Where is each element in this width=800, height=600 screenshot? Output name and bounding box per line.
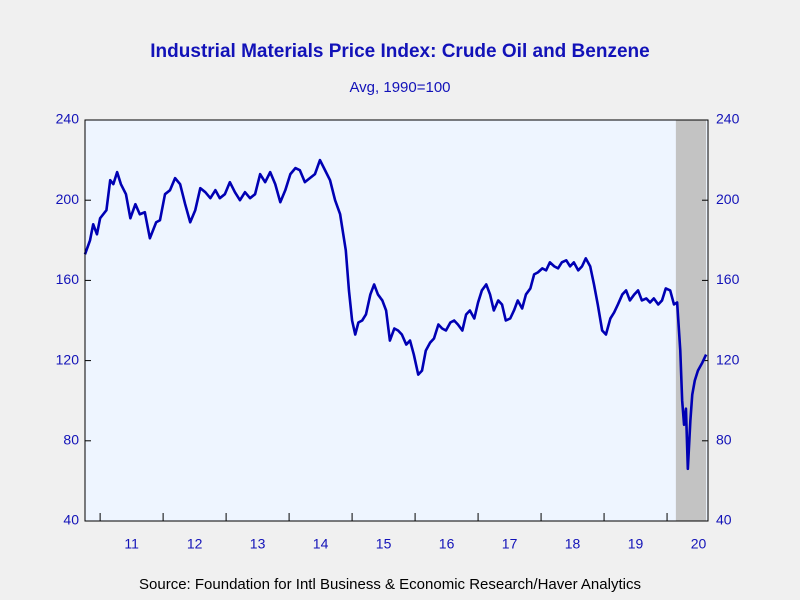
x-tick-label: 14 [313, 536, 329, 552]
x-tick-label: 16 [439, 536, 455, 552]
y2-tick-label: 200 [716, 191, 740, 207]
x-tick-label: 17 [502, 536, 518, 552]
y-tick-label: 40 [63, 512, 79, 528]
y-tick-label: 160 [56, 271, 80, 287]
x-tick-label: 13 [250, 536, 266, 552]
y2-tick-label: 240 [716, 111, 740, 127]
y2-tick-label: 40 [716, 512, 732, 528]
x-tick-label: 12 [187, 536, 203, 552]
y-tick-label: 240 [56, 111, 80, 127]
y2-tick-label: 120 [716, 351, 740, 367]
chart-title: Industrial Materials Price Index: Crude … [150, 41, 649, 62]
y2-tick-label: 160 [716, 271, 740, 287]
y-tick-label: 80 [63, 432, 79, 448]
plot-area [85, 120, 708, 521]
x-tick-label: 11 [124, 536, 139, 552]
source-note: Source: Foundation for Intl Business & E… [139, 576, 641, 593]
x-tick-label: 20 [691, 536, 707, 552]
y2-tick-label: 80 [716, 432, 732, 448]
x-tick-label: 18 [565, 536, 581, 552]
y-tick-label: 120 [56, 351, 80, 367]
recession-shading [675, 120, 707, 521]
plot-frame [84, 119, 709, 522]
data-line [83, 158, 708, 471]
x-tick-label: 15 [376, 536, 392, 552]
x-tick-label: 19 [628, 536, 644, 552]
y-tick-label: 200 [56, 191, 80, 207]
chart-subtitle: Avg, 1990=100 [349, 79, 450, 96]
